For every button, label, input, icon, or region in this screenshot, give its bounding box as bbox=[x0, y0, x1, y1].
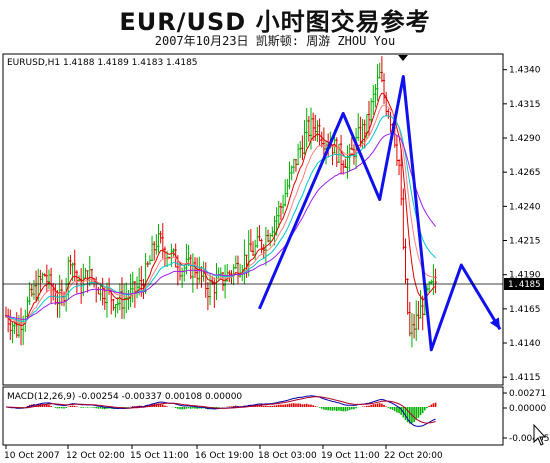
ma-cyan-line bbox=[5, 115, 436, 323]
x-axis-tick-label: 19 Oct 11:00 bbox=[321, 451, 380, 461]
x-axis-tick-label: 16 Oct 19:00 bbox=[195, 451, 254, 461]
current-price-label: 1.4185 bbox=[508, 280, 541, 290]
y-axis-tick-label: 1.4190 bbox=[509, 271, 541, 281]
page-subtitle: 2007年10月23日 凯斯顿: 周游 ZHOU You bbox=[154, 34, 396, 48]
x-axis-tick-label: 15 Oct 11:00 bbox=[130, 451, 189, 461]
x-axis-tick-label: 10 Oct 2007 bbox=[4, 451, 60, 461]
macd-signal-line bbox=[6, 396, 436, 424]
current-price-box bbox=[504, 278, 544, 290]
y-axis-tick-label: 1.4340 bbox=[509, 66, 541, 76]
pattern-arrow-line bbox=[258, 75, 502, 352]
macd-frame bbox=[2, 386, 504, 446]
y-axis-tick-label: 1.4265 bbox=[509, 168, 541, 178]
arrow-head-icon bbox=[489, 317, 500, 330]
mouse-cursor-icon bbox=[533, 423, 547, 446]
macd-y-tick-label: -0.00455 bbox=[509, 434, 549, 444]
y-axis-tick-label: 1.4215 bbox=[509, 237, 541, 247]
y-axis-tick-label: 1.4115 bbox=[509, 373, 541, 383]
chart-info-label: EURUSD,H1 1.4188 1.4189 1.4183 1.4185 bbox=[7, 58, 198, 68]
main-chart-frame bbox=[2, 53, 504, 386]
chart-shift-marker-icon[interactable] bbox=[398, 55, 408, 61]
x-axis-tick-label: 12 Oct 02:00 bbox=[66, 451, 125, 461]
ma-fast-line bbox=[5, 92, 436, 327]
y-axis-tick-label: 1.4140 bbox=[509, 339, 541, 349]
ma-medium-line bbox=[5, 104, 436, 324]
y-axis-tick-label: 1.4165 bbox=[509, 305, 541, 315]
y-axis-tick-label: 1.4290 bbox=[509, 134, 541, 144]
y-axis-tick-label: 1.4240 bbox=[509, 202, 541, 212]
macd-y-tick-label: 0.00000 bbox=[509, 404, 546, 414]
page-title: EUR/USD 小时图交易参考 bbox=[119, 8, 431, 36]
y-axis-tick-label: 1.4315 bbox=[509, 100, 541, 110]
macd-y-tick-label: 0.00271 bbox=[509, 389, 546, 399]
macd-label: MACD(12,26,9) -0.00254 -0.00337 0.00108 … bbox=[7, 392, 242, 402]
x-axis-tick-label: 22 Oct 20:00 bbox=[384, 451, 443, 461]
x-axis-tick-label: 18 Oct 03:00 bbox=[258, 451, 317, 461]
